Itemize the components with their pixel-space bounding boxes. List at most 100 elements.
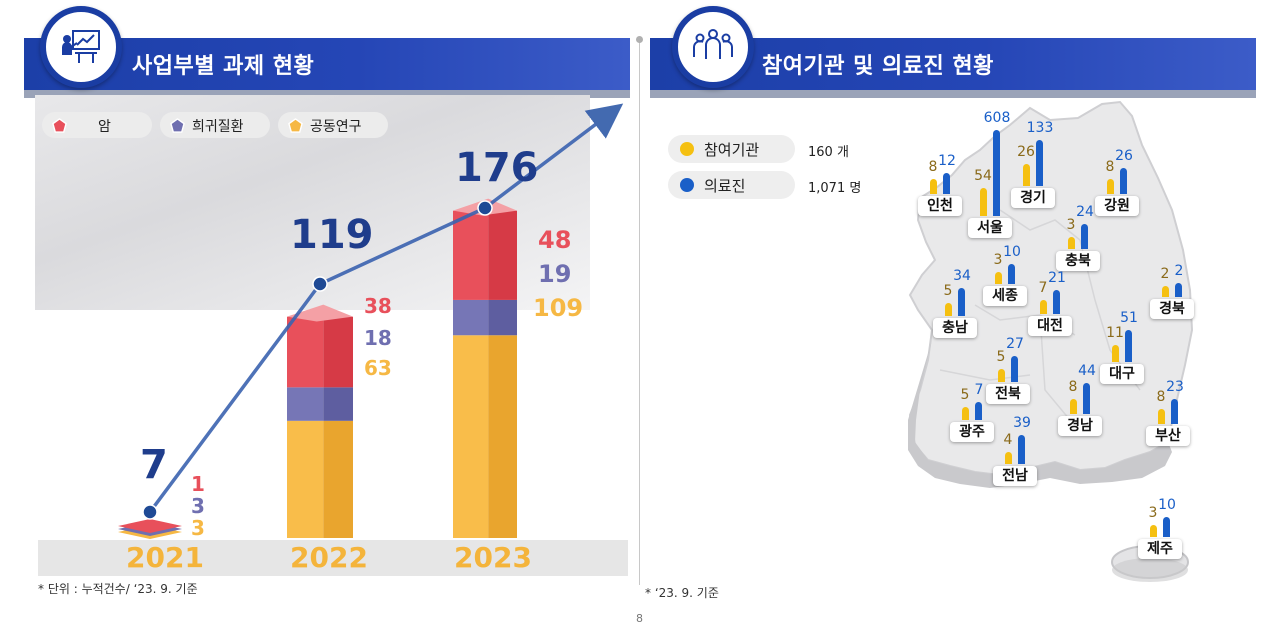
pentagon-icon <box>52 118 67 133</box>
bar-segment-2023-joint-research <box>453 335 489 538</box>
left-banner-shadow <box>24 88 630 98</box>
year-label-2023: 2023 <box>454 541 532 574</box>
medical-staff-total: 1,071 명 <box>808 181 862 196</box>
right-panel-title: 참여기관 및 의료진 현황 <box>762 54 994 79</box>
data-label-cancer-2021: 1 <box>191 472 205 496</box>
staff-count: 39 <box>1013 414 1031 431</box>
staff-bar <box>975 401 982 420</box>
staff-count: 12 <box>938 153 956 170</box>
province-borders <box>939 209 1141 421</box>
staff-count: 2 <box>1174 262 1184 279</box>
total-label-2022: 119 <box>290 212 374 258</box>
staff-count: 7 <box>974 381 984 398</box>
region-label: 부산 <box>1146 426 1190 446</box>
legend-item-institutions: 참여기관 <box>668 135 795 163</box>
institution-count: 26 <box>1017 143 1035 160</box>
institution-bar <box>1150 525 1157 537</box>
staff-count: 10 <box>1158 497 1176 514</box>
institution-bar <box>962 406 969 420</box>
panel-divider <box>639 40 640 585</box>
bar-side-2023-joint-research <box>488 335 517 538</box>
legend-item-medical-staff: 의료진 <box>668 171 795 199</box>
region-label: 강원 <box>1095 196 1139 216</box>
trend-point-2022 <box>312 276 328 292</box>
bar-segment-2023-rare-disease <box>453 299 489 336</box>
institution-count: 8 <box>1068 378 1078 395</box>
institution-bar <box>1158 408 1165 424</box>
right-banner: 참여기관 및 의료진 현황 <box>650 38 1256 90</box>
bar-segment-2023-cancer <box>453 210 489 300</box>
institution-bar <box>995 272 1002 284</box>
staff-bar <box>1008 264 1015 284</box>
institution-bar <box>1040 299 1047 314</box>
institution-bar <box>930 178 937 194</box>
presentation-icon-badge <box>40 6 122 88</box>
staff-bar <box>1125 329 1132 362</box>
region-label: 충남 <box>933 318 977 338</box>
data-label-joint-2022: 63 <box>364 356 392 380</box>
institution-count: 11 <box>1106 325 1124 342</box>
staff-bar <box>1083 383 1090 414</box>
institution-count: 8 <box>1105 158 1115 175</box>
staff-count: 23 <box>1166 379 1184 396</box>
staff-bar <box>1120 168 1127 194</box>
region-label: 경남 <box>1058 416 1102 436</box>
year-label-2021: 2021 <box>126 541 204 574</box>
institution-count: 5 <box>960 386 970 403</box>
institution-bar <box>1162 286 1169 297</box>
total-label-2023: 176 <box>455 145 539 191</box>
region-label: 제주 <box>1138 539 1182 559</box>
institution-count: 5 <box>943 282 953 299</box>
legend-label: 의료진 <box>704 177 746 195</box>
region-label: 대전 <box>1028 316 1072 336</box>
data-label-rare-2021: 3 <box>191 494 205 518</box>
institution-bar <box>1107 178 1114 194</box>
staff-bar <box>1036 140 1043 186</box>
region-label: 전북 <box>986 384 1030 404</box>
total-label-2021: 7 <box>140 442 168 488</box>
institution-count: 8 <box>928 158 938 175</box>
legend-dot <box>680 142 694 156</box>
institution-count: 3 <box>993 252 1003 269</box>
data-label-cancer-2023: 48 <box>538 226 572 254</box>
staff-bar <box>1171 399 1178 424</box>
bar-segment-2021-cancer <box>118 519 182 533</box>
institution-bar <box>1005 451 1012 464</box>
staff-count: 133 <box>1026 120 1054 137</box>
staff-bar <box>1081 223 1088 249</box>
bar-top-2022 <box>287 304 353 322</box>
staff-bar <box>1175 282 1182 297</box>
bar-segment-2022-cancer <box>287 316 324 388</box>
year-label-2022: 2022 <box>290 541 368 574</box>
staff-count: 24 <box>1076 203 1094 220</box>
staff-count: 21 <box>1048 269 1066 286</box>
institution-bar <box>1112 345 1119 362</box>
legend-item-cancer: 암 <box>42 112 152 138</box>
region-label: 인천 <box>918 196 962 216</box>
region-label: 세종 <box>983 286 1027 306</box>
right-banner-shadow <box>650 88 1256 98</box>
region-label: 대구 <box>1100 364 1144 384</box>
pentagon-icon <box>288 118 303 133</box>
staff-count: 44 <box>1078 363 1096 380</box>
staff-count: 10 <box>1003 244 1021 261</box>
pentagon-icon <box>170 118 185 133</box>
data-label-rare-2023: 19 <box>538 260 572 288</box>
bar-segment-2022-rare-disease <box>287 387 324 421</box>
left-banner: 사업부별 과제 현황 <box>24 38 630 90</box>
institution-count: 4 <box>1003 431 1013 448</box>
staff-count: 34 <box>953 267 971 284</box>
institution-bar <box>1070 398 1077 414</box>
region-label: 경북 <box>1150 299 1194 319</box>
data-label-joint-2023: 109 <box>533 294 584 322</box>
mainland-shadow <box>908 340 1172 488</box>
legend-item-joint-research: 공동연구 <box>278 112 388 138</box>
staff-count: 27 <box>1006 335 1024 352</box>
trend-point-2021 <box>142 504 158 520</box>
divider-dot <box>636 36 643 43</box>
bar-segment-2022-joint-research <box>287 420 324 538</box>
bar-side-2023-cancer <box>488 210 517 300</box>
trend-point-2023 <box>477 200 493 216</box>
legend-dot <box>680 178 694 192</box>
data-label-rare-2022: 18 <box>364 326 392 350</box>
